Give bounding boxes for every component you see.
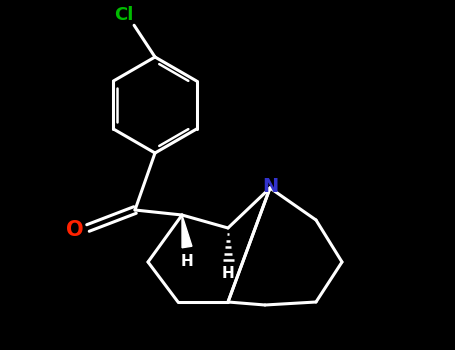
Text: Cl: Cl [114,6,134,24]
Text: H: H [181,253,193,268]
Polygon shape [182,215,192,248]
Text: H: H [222,266,234,281]
Text: N: N [262,176,278,196]
Text: O: O [66,220,84,240]
